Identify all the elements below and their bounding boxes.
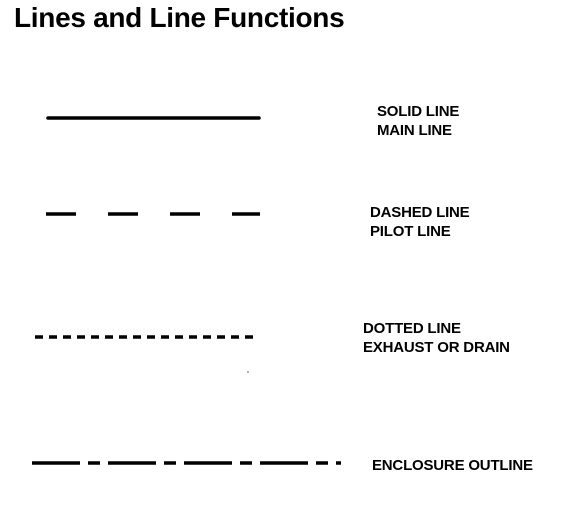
enclosure-outline-name: ENCLOSURE OUTLINE <box>372 457 533 474</box>
dotted-line-function: EXHAUST OR DRAIN <box>363 339 510 356</box>
enclosure-outline-label: ENCLOSURE OUTLINE <box>372 456 533 475</box>
dashed-line-name: DASHED LINE <box>370 204 470 221</box>
dotted-line-label: DOTTED LINE EXHAUST OR DRAIN <box>363 319 510 357</box>
dotted-line-name: DOTTED LINE <box>363 320 461 337</box>
solid-line-function: MAIN LINE <box>377 122 452 139</box>
dashed-line-function: PILOT LINE <box>370 223 451 240</box>
dashed-line-label: DASHED LINE PILOT LINE <box>370 203 470 241</box>
page-title: Lines and Line Functions <box>14 2 345 33</box>
solid-line-label: SOLID LINE MAIN LINE <box>377 102 459 140</box>
stray-mark <box>247 371 249 373</box>
solid-line-name: SOLID LINE <box>377 103 460 120</box>
